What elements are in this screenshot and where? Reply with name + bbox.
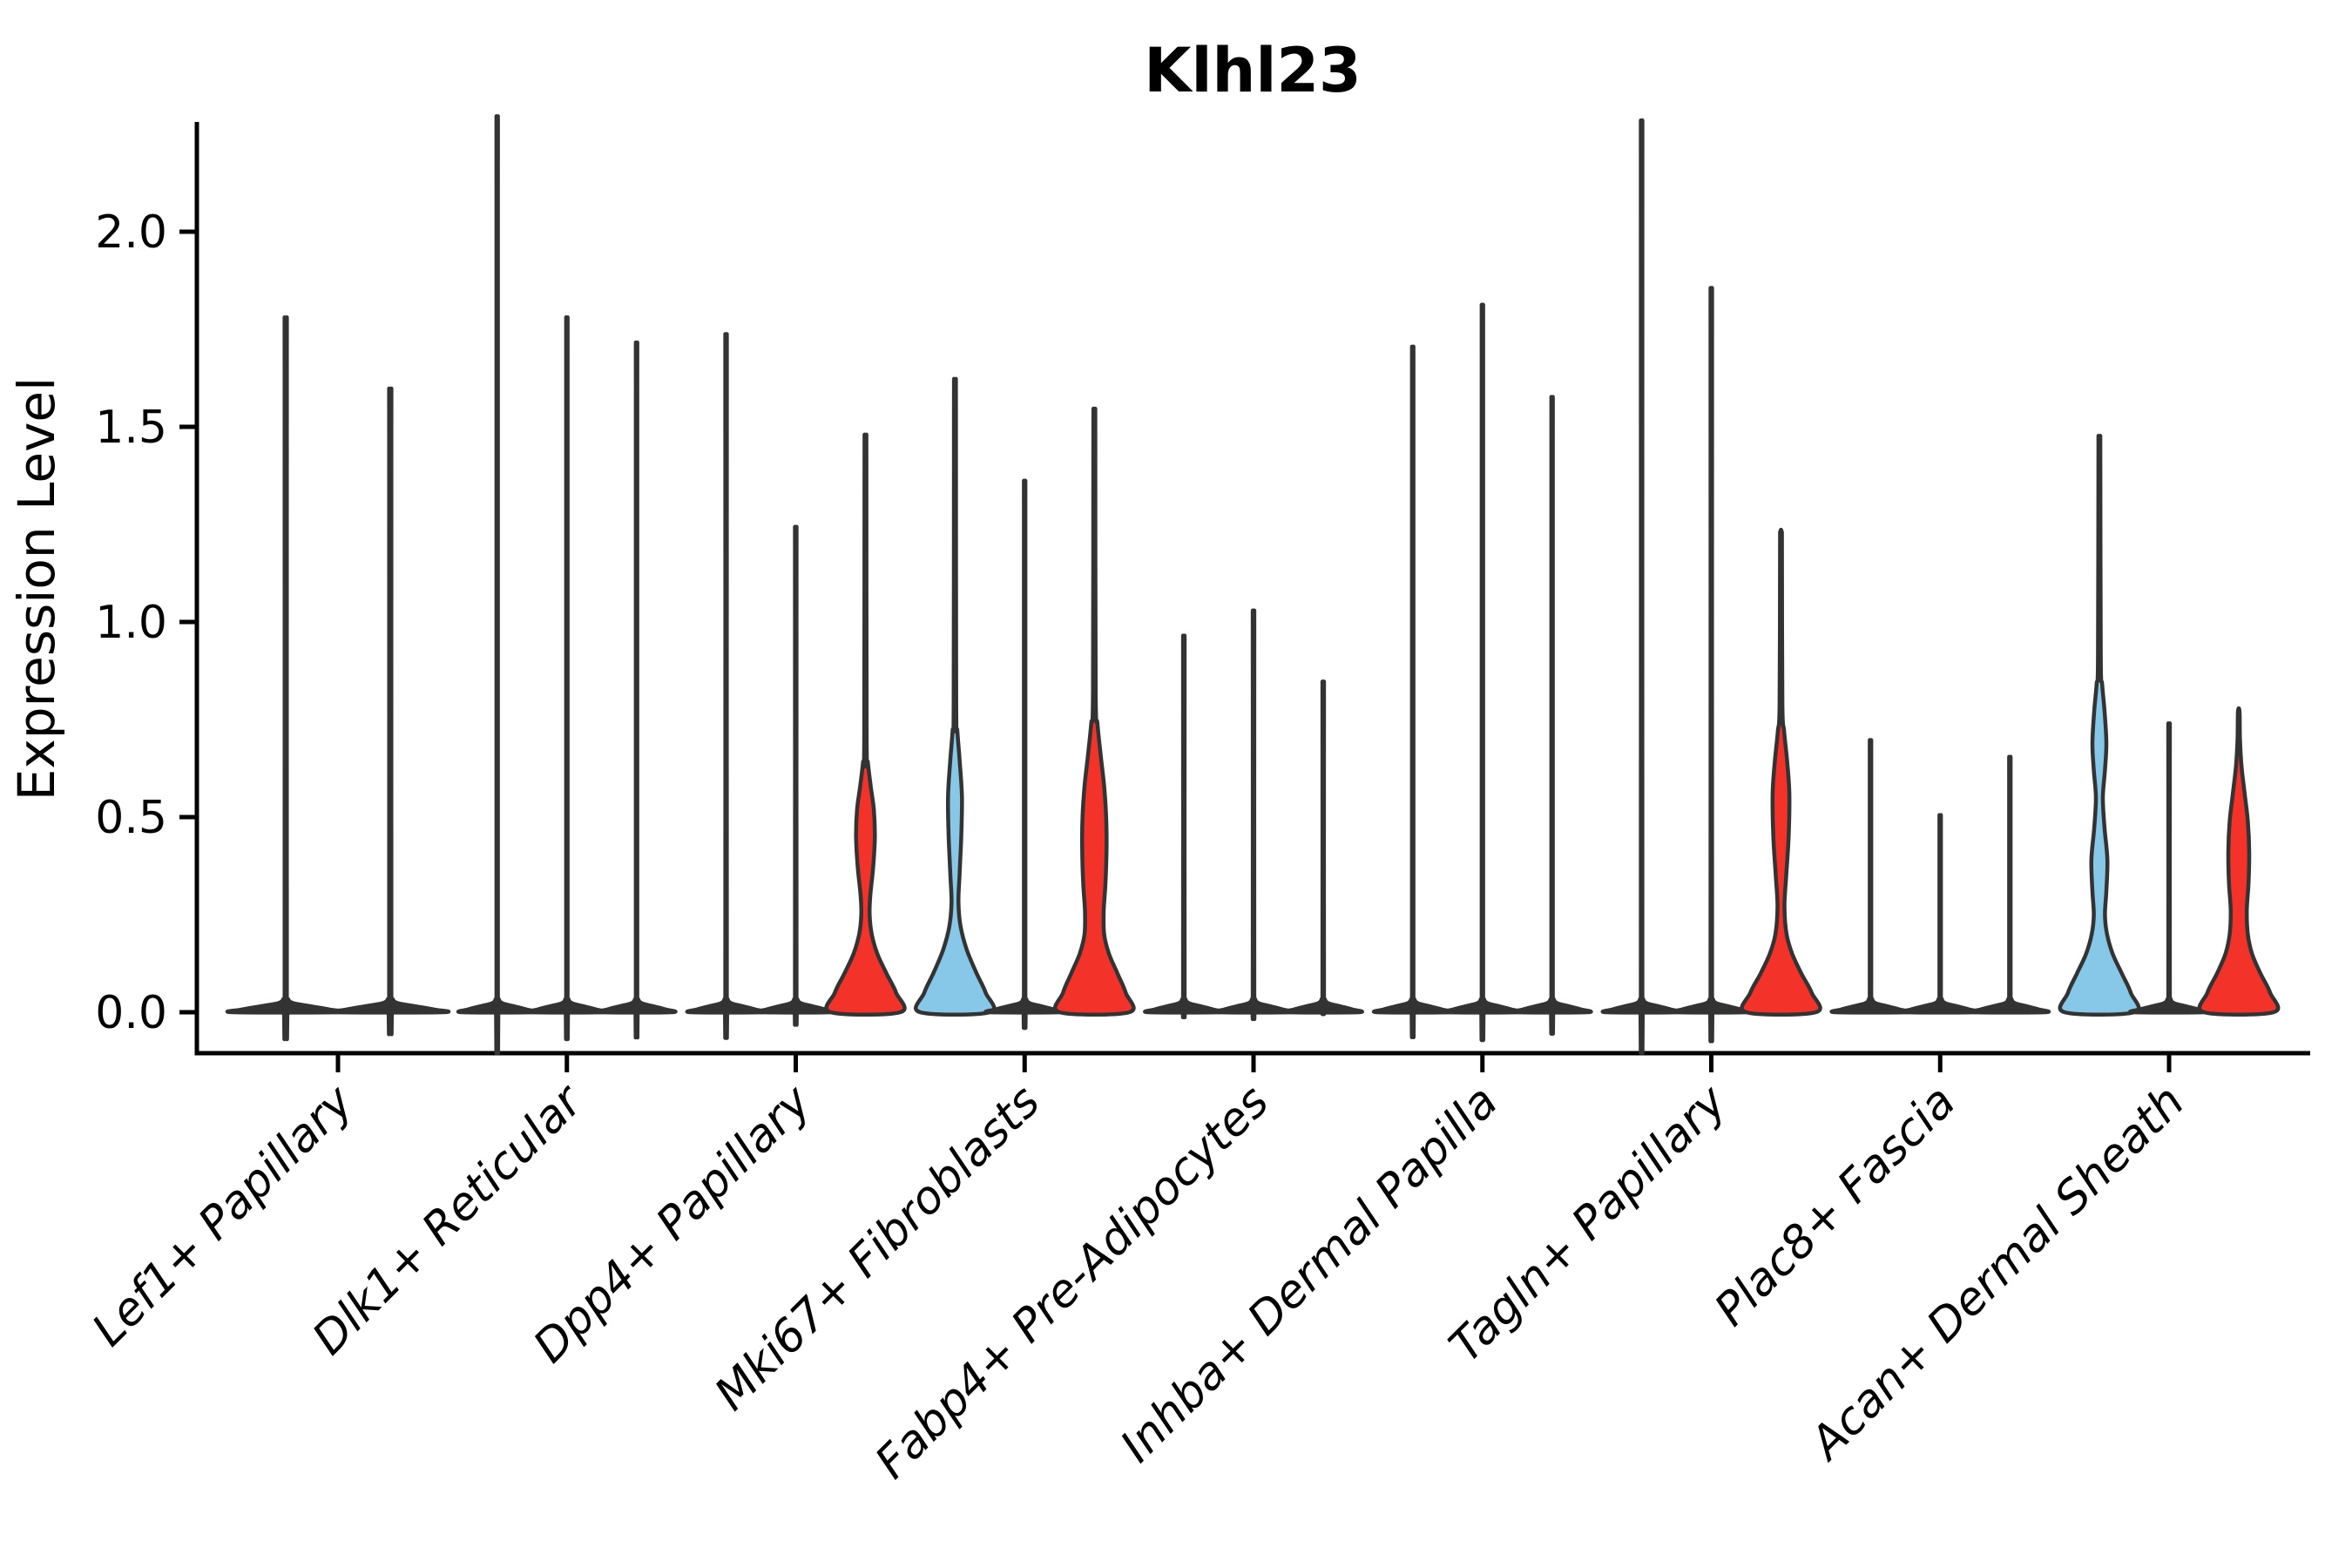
violin-5-2 <box>1511 395 1593 1036</box>
violin-3-1 <box>983 478 1066 1031</box>
violin-7-1 <box>1899 813 1982 1015</box>
y-tick-label: 1.5 <box>95 402 167 454</box>
x-axis-ticks <box>335 1053 2172 1072</box>
violin-2-1 <box>754 524 837 1027</box>
violin-1-0 <box>456 114 538 1056</box>
violin-5-1 <box>1441 302 1524 1043</box>
y-tick-label: 2.0 <box>95 206 167 259</box>
violin-7-0 <box>1829 738 1912 1015</box>
violin-6-2 <box>1740 527 1822 1017</box>
violin-8-1 <box>2128 721 2210 1015</box>
violin-0-0 <box>225 315 347 1041</box>
violin-2-0 <box>685 332 767 1040</box>
x-tick-label: Fabp4+ Pre-Adipocytes <box>866 1076 1280 1490</box>
violin-7-2 <box>1969 754 2051 1015</box>
violin-3-0 <box>914 376 997 1017</box>
violin-2-2 <box>824 432 907 1017</box>
x-axis-labels: Lef1+ Papillary Dlk1+ Reticular Dpp4+ Pa… <box>83 1073 2194 1489</box>
y-tick-label: 1.0 <box>95 597 167 649</box>
violin-4-1 <box>1213 608 1294 1021</box>
violins <box>225 114 2281 1056</box>
violin-6-0 <box>1600 118 1683 1055</box>
violin-8-0 <box>2058 434 2141 1017</box>
y-axis-ticks: 0.0 0.5 1.0 1.5 2.0 <box>95 206 197 1039</box>
violin-4-0 <box>1143 633 1225 1019</box>
violin-6-1 <box>1670 286 1753 1044</box>
violin-1-2 <box>595 341 678 1040</box>
y-axis-label: Expression Level <box>7 377 66 801</box>
y-tick-label: 0.5 <box>95 792 167 844</box>
violin-3-2 <box>1052 406 1136 1017</box>
x-tick-label: Acan+ Dermal Sheath <box>1799 1076 2194 1471</box>
violin-8-2 <box>2197 706 2281 1017</box>
x-tick-label: Plac8+ Fascia <box>1705 1076 1965 1336</box>
chart-title: Klhl23 <box>1144 35 1361 106</box>
violin-0-1 <box>329 387 451 1037</box>
x-tick-label: Inhba+ Dermal Papilla <box>1111 1076 1508 1473</box>
y-tick-label: 0.0 <box>95 987 167 1039</box>
violin-4-2 <box>1282 679 1364 1017</box>
violin-5-0 <box>1371 344 1454 1039</box>
violin-1-1 <box>525 315 608 1041</box>
